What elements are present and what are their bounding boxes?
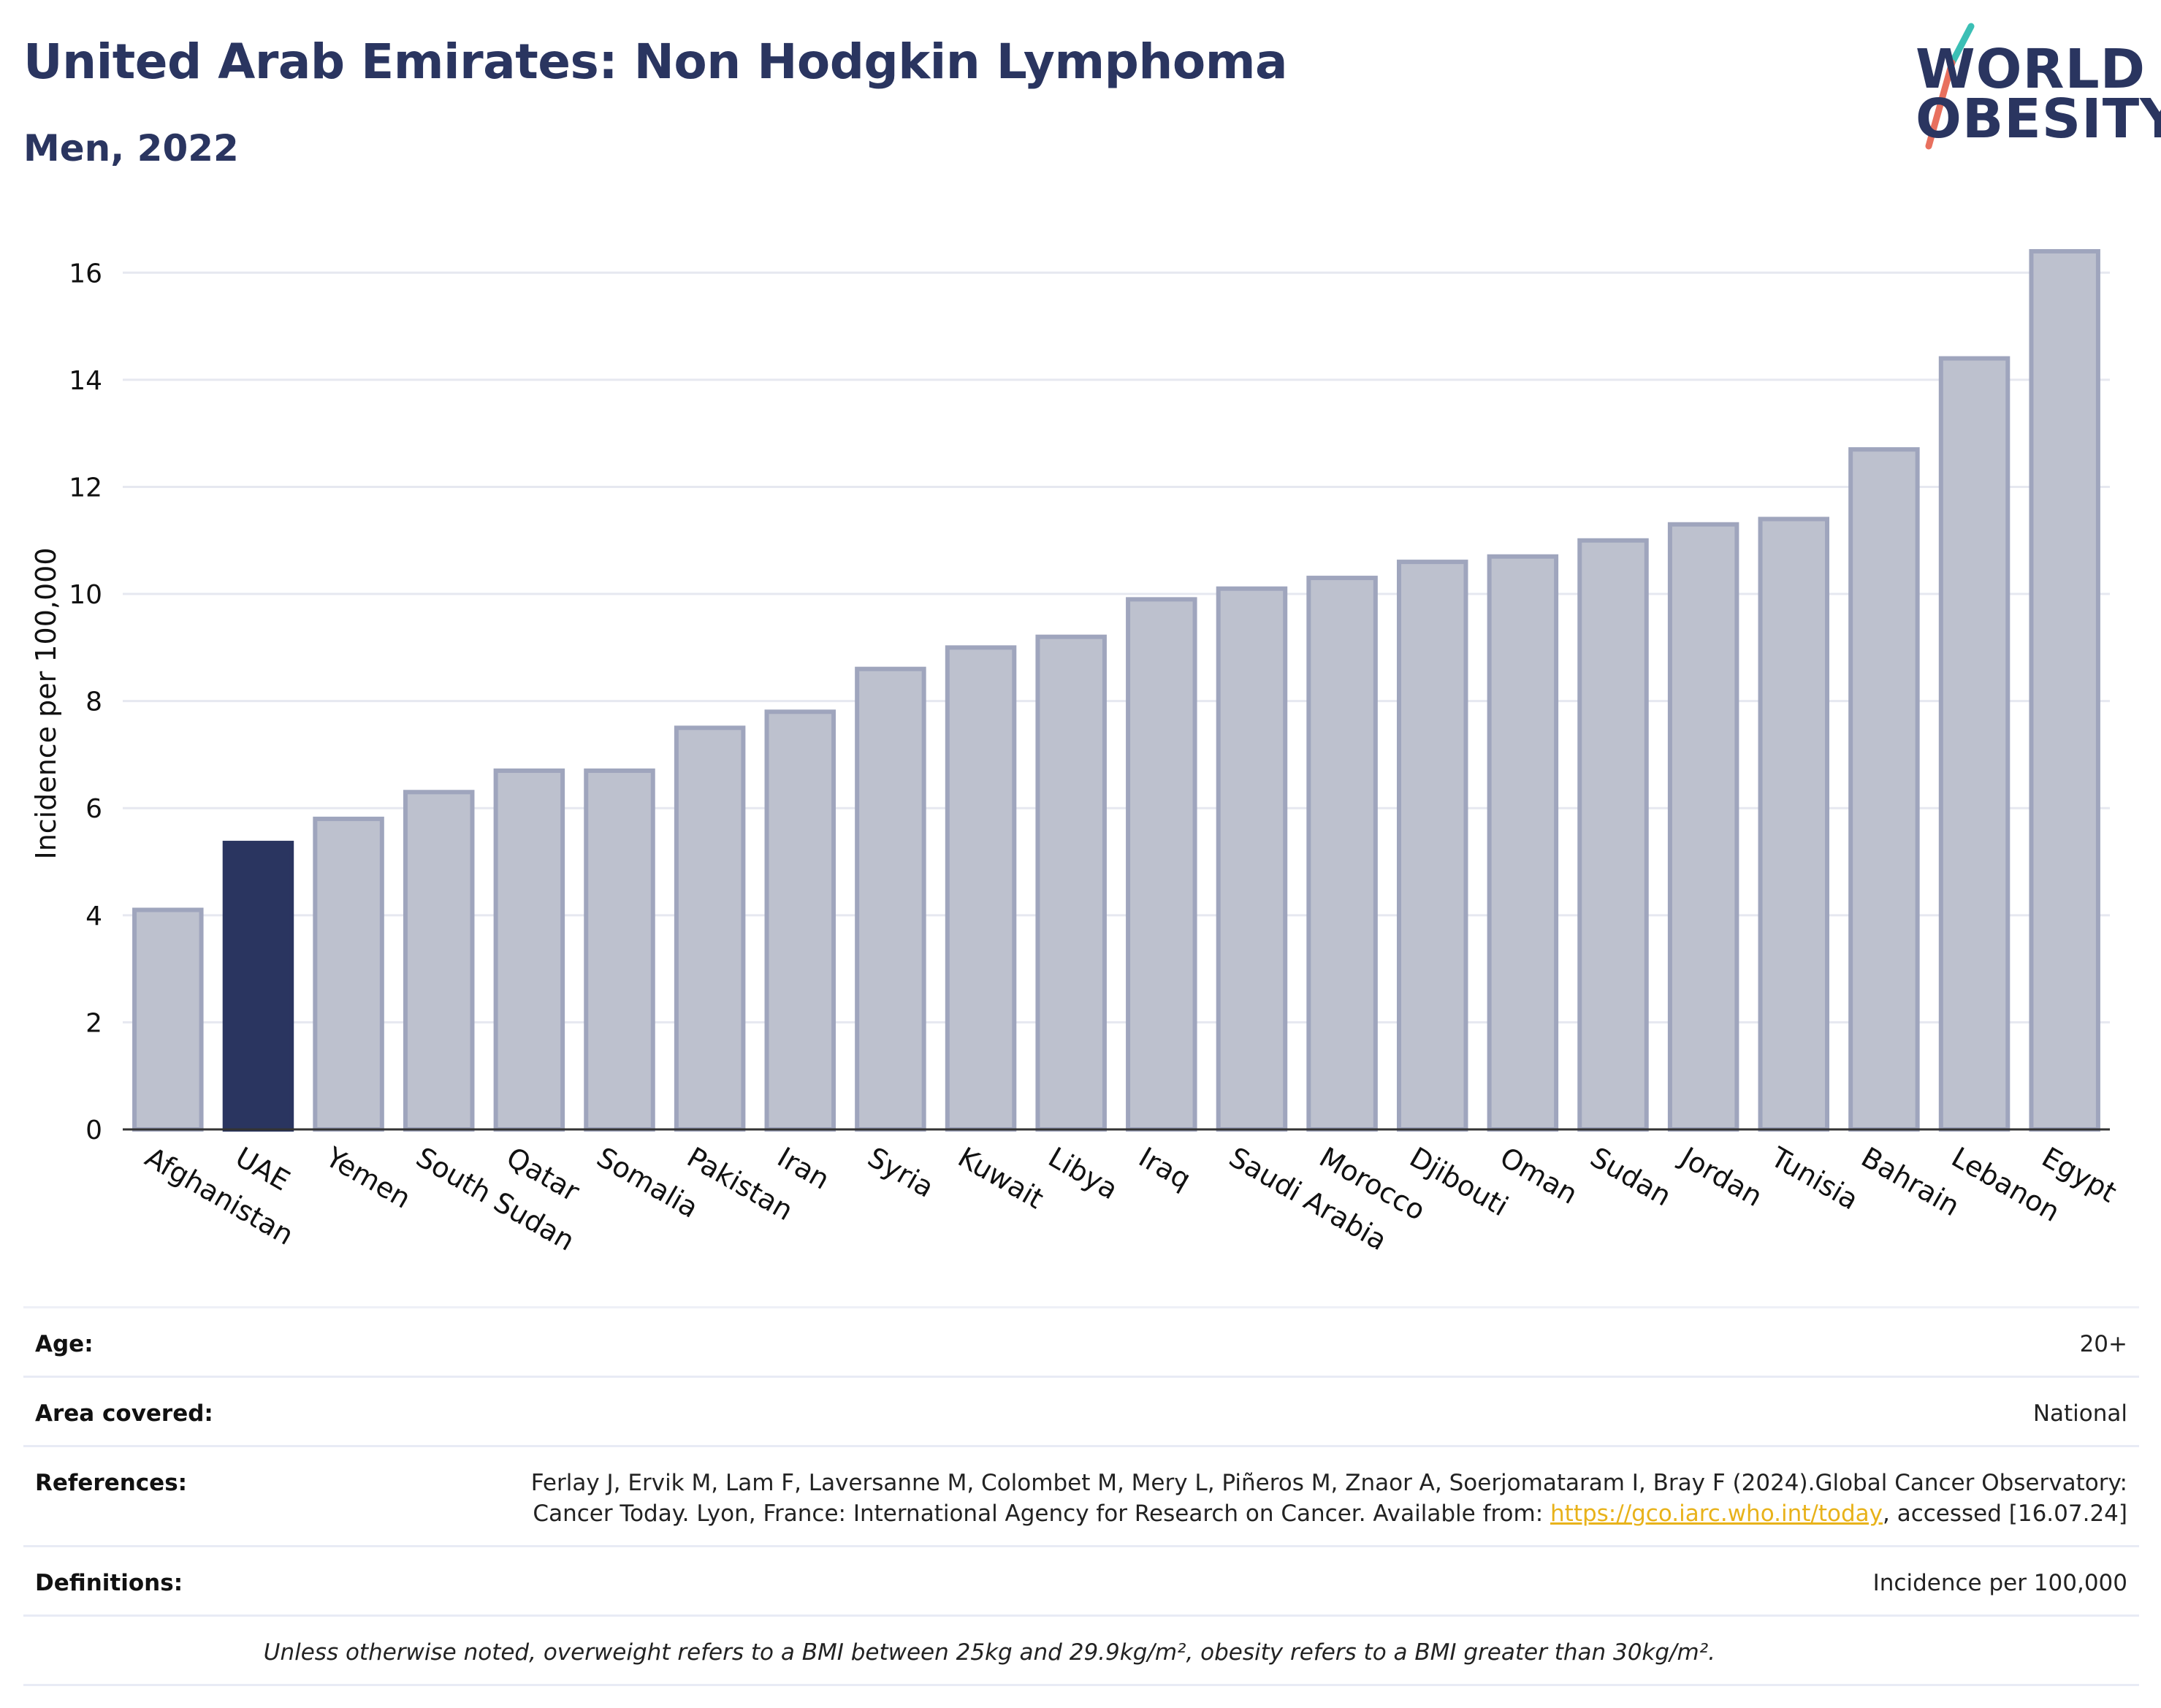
- bar-libya: [1035, 634, 1107, 1132]
- x-tick-label: Iran: [772, 1141, 835, 1196]
- bar-jordan: [1667, 522, 1739, 1132]
- definitions-value: Incidence per 100,000: [1872, 1570, 2127, 1596]
- bar-iraq: [1126, 597, 1197, 1132]
- y-axis-label: Incidence per 100,000: [30, 547, 62, 859]
- bar-pakistan: [674, 725, 746, 1132]
- bar-yemen: [313, 816, 384, 1132]
- x-tick-label: Kuwait: [953, 1141, 1049, 1216]
- bars: [132, 248, 2100, 1132]
- y-tick-label: 4: [85, 901, 102, 931]
- y-tick-label: 0: [85, 1116, 102, 1145]
- world-obesity-logo: WORLD OBESITY: [1907, 20, 2161, 152]
- x-tick-label: Iraq: [1133, 1141, 1196, 1196]
- references-text: Ferlay J, Ervik M, Lam F, Laversanne M, …: [530, 1470, 2127, 1527]
- bar-egypt: [2029, 248, 2100, 1132]
- info-row-footnote: Unless otherwise noted, overweight refer…: [23, 1617, 2139, 1686]
- area-value: National: [2032, 1400, 2127, 1427]
- y-tick-label: 6: [85, 794, 102, 824]
- bar-tunisia: [1758, 516, 1830, 1132]
- bar-qatar: [493, 768, 565, 1132]
- age-label: Age:: [35, 1331, 94, 1357]
- info-row-age: Age: 20+: [23, 1308, 2139, 1378]
- references-link[interactable]: https://gco.iarc.who.int/today: [1550, 1501, 1883, 1527]
- info-row-references: References: Ferlay J, Ervik M, Lam F, La…: [23, 1447, 2139, 1547]
- bar-iran: [764, 709, 836, 1132]
- logo-slash-icon: [1925, 23, 1975, 150]
- area-label: Area covered:: [35, 1400, 213, 1427]
- chart-title: United Arab Emirates: Non Hodgkin Lympho…: [23, 34, 1288, 90]
- y-tick-label: 16: [69, 259, 102, 289]
- y-tick-label: 12: [69, 473, 102, 503]
- references-label: References:: [35, 1470, 188, 1496]
- y-tick-label: 14: [69, 366, 102, 396]
- bar-syria: [855, 666, 926, 1132]
- info-table: Age: 20+ Area covered: National Referenc…: [23, 1306, 2139, 1686]
- x-tick-label: Bahrain: [1856, 1141, 1964, 1223]
- bar-morocco: [1306, 576, 1378, 1132]
- bar-kuwait: [945, 645, 1017, 1132]
- bar-saudi-arabia: [1216, 586, 1288, 1132]
- y-tick-label: 10: [69, 580, 102, 610]
- x-tick-label: Syria: [862, 1141, 939, 1204]
- y-axis-ticks: 0 2 4 6 8 10 12 14 16: [69, 259, 102, 1145]
- x-tick-label: Sudan: [1585, 1141, 1677, 1213]
- bar-sudan: [1577, 538, 1649, 1132]
- logo-text-obesity: OBESITY: [1916, 88, 2161, 150]
- chart-subtitle: Men, 2022: [23, 127, 239, 169]
- y-tick-label: 8: [85, 687, 102, 717]
- bar-djibouti: [1396, 560, 1468, 1132]
- definitions-label: Definitions:: [35, 1570, 183, 1596]
- y-tick-label: 2: [85, 1008, 102, 1038]
- info-row-area: Area covered: National: [23, 1378, 2139, 1447]
- x-tick-label: Libya: [1043, 1141, 1124, 1206]
- age-value: 20+: [2079, 1331, 2127, 1357]
- bar-afghanistan: [132, 907, 204, 1132]
- x-tick-label: Yemen: [320, 1140, 416, 1215]
- references-value: Ferlay J, Ervik M, Lam F, Laversanne M, …: [447, 1468, 2127, 1529]
- info-row-definitions: Definitions: Incidence per 100,000: [23, 1547, 2139, 1617]
- logo-text-world: WORLD: [1916, 38, 2146, 101]
- x-tick-label: Jordan: [1674, 1140, 1767, 1213]
- bar-oman: [1487, 554, 1559, 1132]
- references-accessed: , accessed [16.07.24]: [1882, 1501, 2127, 1527]
- bmi-footnote: Unless otherwise noted, overweight refer…: [263, 1639, 1715, 1666]
- x-tick-label: Somalia: [592, 1141, 704, 1224]
- bar-somalia: [584, 768, 655, 1132]
- bar-bahrain: [1848, 447, 1920, 1132]
- bar-lebanon: [1938, 356, 2011, 1132]
- bar-south-sudan: [403, 790, 475, 1132]
- bar-uae: [222, 840, 294, 1132]
- x-tick-label: Tunisia: [1765, 1140, 1864, 1216]
